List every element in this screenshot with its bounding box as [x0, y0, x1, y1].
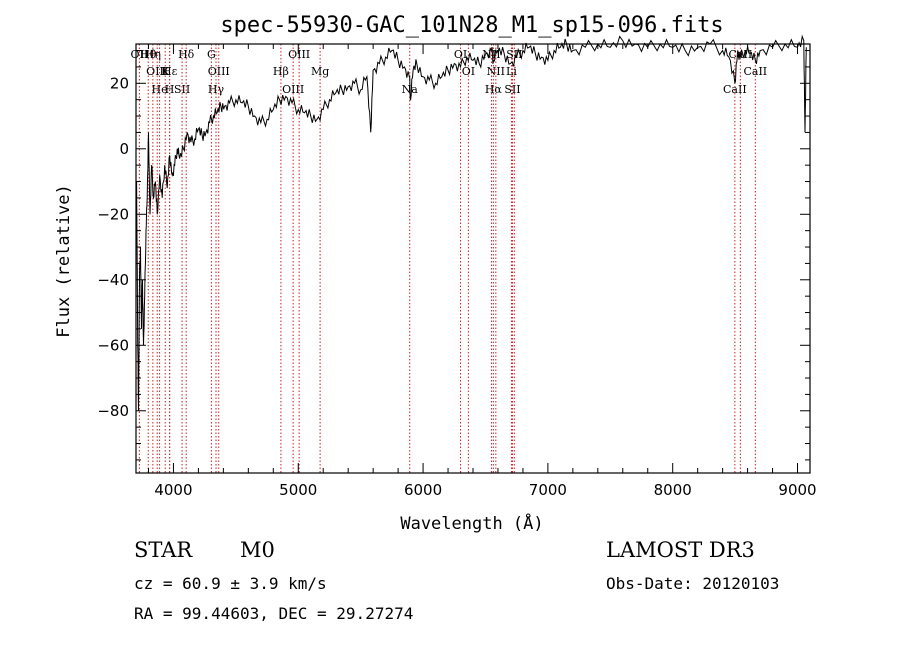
line-marker-label: NII — [482, 48, 500, 61]
line-marker-label: Hη — [145, 48, 161, 61]
object-subclass: M0 — [240, 538, 275, 562]
x-tick-label: 9000 — [778, 481, 816, 499]
emission-line-labels: HδKHOIIOIIIHeHηHεSIIHθOIIIHγGHβOIIIOIIIM… — [131, 48, 768, 96]
line-marker-label: Hε — [162, 65, 178, 78]
y-tick-label: 20 — [110, 74, 129, 92]
x-axis-label: Wavelength (Å) — [400, 512, 543, 534]
line-marker-label: Hδ — [178, 48, 195, 61]
line-marker-label: CaII — [729, 48, 753, 61]
line-marker-label: Na — [402, 83, 419, 96]
line-marker-label: OI — [454, 48, 467, 61]
line-marker-label: SII — [504, 83, 520, 96]
y-tick-label: −80 — [97, 402, 129, 420]
x-tick-label: 4000 — [154, 481, 192, 499]
observation-date: Obs-Date: 20120103 — [606, 574, 780, 593]
line-marker-label: K — [161, 65, 170, 78]
x-tick-label: 5000 — [279, 481, 317, 499]
line-marker-label: Hθ — [140, 48, 157, 61]
redshift-velocity: cz = 60.9 ± 3.9 km/s — [134, 574, 327, 593]
x-tick-label: 6000 — [404, 481, 442, 499]
line-marker-label: CaII — [743, 65, 767, 78]
line-marker-label: CaII — [723, 83, 747, 96]
line-marker-label: SII — [506, 48, 522, 61]
line-marker-label: OIII — [288, 48, 310, 61]
line-marker-label: G — [207, 48, 216, 61]
line-marker-label: OIII — [146, 65, 168, 78]
axis-tick-labels: 4000 5000 6000 7000 8000 9000 −80 −60 −40 −20 0 20 — [97, 74, 816, 499]
line-marker-label: OII — [131, 48, 149, 61]
line-marker-label: Hβ — [273, 65, 289, 78]
line-marker-label: OIII — [282, 83, 304, 96]
line-marker-label: H — [165, 83, 175, 96]
plot-frame — [135, 43, 811, 474]
y-tick-label: −20 — [97, 205, 129, 223]
chart-title: spec-55930-GAC_101N28_M1_sp15-096.fits — [220, 13, 723, 38]
line-marker-label: Hα — [485, 83, 503, 96]
axis-ticks — [136, 44, 810, 473]
line-marker-label: OIII — [208, 65, 230, 78]
emission-line-markers — [138, 44, 756, 473]
line-marker-label: Mg — [311, 65, 329, 78]
y-tick-label: −40 — [97, 271, 129, 289]
line-marker-label: OI — [462, 65, 475, 78]
x-tick-label: 7000 — [529, 481, 567, 499]
line-marker-label: Hγ — [208, 83, 225, 96]
survey-name: LAMOST DR3 — [606, 538, 755, 562]
object-class: STAR — [134, 538, 193, 562]
line-marker-label: SII — [174, 83, 190, 96]
line-marker-label: Li — [506, 65, 517, 78]
spectrum-line — [136, 34, 807, 411]
line-marker-label: NII — [487, 65, 505, 78]
x-tick-label: 8000 — [654, 481, 692, 499]
y-axis-label: Flux (relative) — [54, 184, 74, 338]
y-tick-label: 0 — [119, 140, 129, 158]
sky-coordinates: RA = 99.44603, DEC = 29.27274 — [134, 604, 414, 623]
y-tick-label: −60 — [97, 336, 129, 354]
line-marker-label: He — [152, 83, 168, 96]
spectrum-curve-group — [136, 34, 807, 411]
